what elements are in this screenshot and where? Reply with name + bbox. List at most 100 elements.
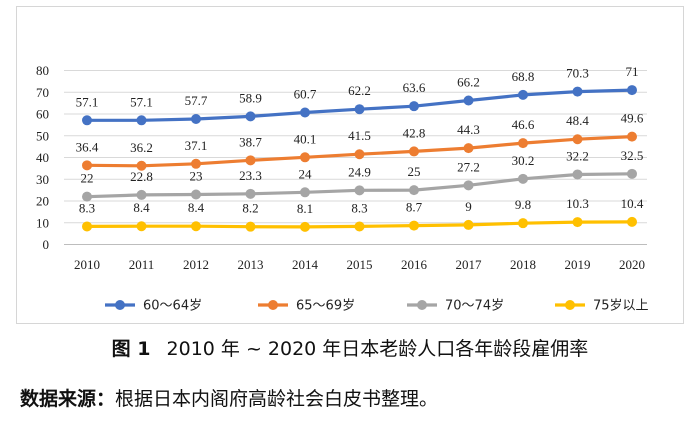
data-point-s1-2013 xyxy=(245,111,256,122)
y-tick-label-50: 50 xyxy=(36,128,49,143)
y-tick-label-40: 40 xyxy=(36,150,49,165)
y-tick-label-60: 60 xyxy=(36,107,49,122)
data-point-s3-2017 xyxy=(463,180,474,191)
data-point-s3-2016 xyxy=(409,185,419,196)
data-label-s3-2012: 23 xyxy=(190,168,203,183)
data-label-s1-2014: 60.7 xyxy=(294,86,317,101)
data-point-s1-2016 xyxy=(409,101,419,112)
data-label-s3-2020: 32.5 xyxy=(621,148,644,163)
data-point-s3-2010 xyxy=(82,191,92,202)
data-label-s3-2017: 27.2 xyxy=(457,159,480,174)
data-label-s3-2010: 22 xyxy=(81,171,94,186)
data-point-s2-2013 xyxy=(245,155,256,166)
data-label-s2-2018: 46.6 xyxy=(512,117,535,132)
data-label-s1-2019: 70.3 xyxy=(566,66,589,81)
data-label-s4-2017: 9 xyxy=(465,199,472,214)
data-point-s1-2015 xyxy=(354,104,365,115)
figure-title: 2010 年 ~ 2020 年日本老龄人口各年龄段雇佣率 xyxy=(166,338,589,360)
data-point-s3-2011 xyxy=(136,189,147,200)
data-label-s4-2018: 9.8 xyxy=(515,197,531,212)
legend-label-1: 60～64岁 xyxy=(143,299,202,314)
legend-label-3: 70～74岁 xyxy=(445,299,504,314)
data-point-s4-2020 xyxy=(627,216,637,227)
data-point-s3-2015 xyxy=(354,185,365,196)
data-point-s1-2017 xyxy=(463,95,474,106)
data-label-s1-2012: 57.7 xyxy=(185,93,208,108)
data-label-s1-2010: 57.1 xyxy=(76,94,99,109)
data-point-s2-2014 xyxy=(300,152,310,163)
data-point-s1-2010 xyxy=(82,115,92,126)
data-label-s2-2010: 36.4 xyxy=(76,139,99,154)
data-point-s1-2011 xyxy=(136,115,147,126)
data-label-s4-2010: 8.3 xyxy=(79,200,95,215)
data-point-s2-2015 xyxy=(354,149,365,160)
data-label-s3-2014: 24 xyxy=(299,166,313,181)
x-tick-label-2020: 2020 xyxy=(619,257,645,272)
y-tick-label-10: 10 xyxy=(36,215,49,230)
data-point-s2-2018 xyxy=(518,138,528,149)
data-label-s1-2020: 71 xyxy=(626,64,639,79)
x-tick-label-2019: 2019 xyxy=(565,257,591,272)
data-label-s4-2014: 8.1 xyxy=(297,201,313,216)
data-label-s3-2016: 25 xyxy=(408,164,421,179)
y-tick-label-70: 70 xyxy=(36,85,49,100)
data-label-s2-2014: 40.1 xyxy=(294,131,317,146)
data-label-s2-2020: 49.6 xyxy=(621,111,644,126)
data-point-s4-2013 xyxy=(245,221,256,232)
data-point-s2-2017 xyxy=(463,143,474,154)
x-tick-label-2012: 2012 xyxy=(183,257,209,272)
legend-marker-1 xyxy=(115,300,125,310)
data-label-s2-2013: 38.7 xyxy=(239,134,262,149)
x-tick-label-2016: 2016 xyxy=(401,257,428,272)
x-tick-label-2018: 2018 xyxy=(510,257,536,272)
data-point-s2-2016 xyxy=(409,146,419,157)
data-point-s1-2018 xyxy=(518,89,528,100)
data-label-s2-2012: 37.1 xyxy=(185,138,208,153)
data-point-s3-2013 xyxy=(245,188,256,199)
data-source: 数据来源：根据日本内阁府高龄社会白皮书整理。 xyxy=(20,384,690,411)
data-label-s2-2016: 42.8 xyxy=(403,125,426,140)
line-chart: 0 10 20 30 40 50 60 70 80 2010 2011 2012 2013 2014 201… xyxy=(36,63,649,314)
data-point-s4-2017 xyxy=(463,219,474,230)
data-point-s3-2019 xyxy=(572,169,583,180)
data-point-s4-2018 xyxy=(518,218,528,229)
x-tick-label-2015: 2015 xyxy=(347,257,373,272)
data-point-s3-2018 xyxy=(518,173,528,184)
data-label-s4-2020: 10.4 xyxy=(621,196,644,211)
legend-marker-2 xyxy=(268,300,278,310)
data-point-s3-2012 xyxy=(191,189,201,200)
data-label-s3-2015: 24.9 xyxy=(348,164,371,179)
x-tick-label-2017: 2017 xyxy=(456,257,483,272)
data-label-s1-2016: 63.6 xyxy=(403,80,426,95)
y-tick-label-20: 20 xyxy=(36,194,49,209)
data-label-s4-2013: 8.2 xyxy=(242,201,258,216)
data-label-s4-2015: 8.3 xyxy=(351,200,367,215)
data-point-s4-2016 xyxy=(409,220,419,231)
data-label-s1-2018: 68.8 xyxy=(512,69,535,84)
data-label-s2-2011: 36.2 xyxy=(130,140,153,155)
legend-label-4: 75岁以上 xyxy=(593,299,649,314)
data-point-s3-2020 xyxy=(627,168,637,179)
data-point-s1-2020 xyxy=(627,85,637,96)
data-point-s1-2012 xyxy=(191,114,201,125)
data-point-s2-2019 xyxy=(572,134,583,145)
y-tick-label-0: 0 xyxy=(43,237,50,252)
data-point-s3-2014 xyxy=(300,187,310,198)
data-point-s4-2019 xyxy=(572,217,583,228)
figure-number: 图 1 xyxy=(111,338,151,360)
data-label-s4-2011: 8.4 xyxy=(133,200,150,215)
data-label-s3-2011: 22.8 xyxy=(130,169,153,184)
data-point-s4-2012 xyxy=(191,221,201,232)
x-tick-label-2013: 2013 xyxy=(238,257,264,272)
data-label-s1-2015: 62.2 xyxy=(348,83,371,98)
data-label-s4-2012: 8.4 xyxy=(188,200,205,215)
data-point-s1-2014 xyxy=(300,107,310,118)
y-tick-label-80: 80 xyxy=(36,63,49,78)
x-tick-label-2010: 2010 xyxy=(74,257,100,272)
data-point-s2-2012 xyxy=(191,158,201,169)
data-point-s4-2011 xyxy=(136,221,147,232)
data-point-s2-2011 xyxy=(136,160,147,171)
data-label-s3-2013: 23.3 xyxy=(239,168,262,183)
chart-frame: 0 10 20 30 40 50 60 70 80 2010 2011 2012 2013 2014 201… xyxy=(16,6,684,324)
data-label-s3-2019: 32.2 xyxy=(566,148,589,163)
